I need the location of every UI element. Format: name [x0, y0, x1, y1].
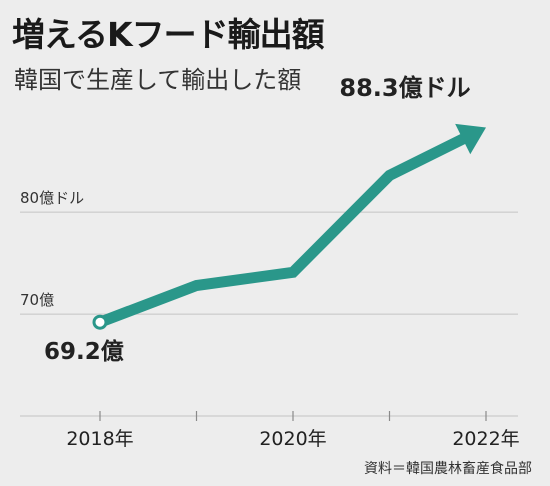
- y-tick-label-70: 70億: [20, 291, 54, 309]
- data-label-end: 88.3億ドル: [339, 74, 470, 102]
- source-note: 資料＝韓国農林畜産食品部: [364, 461, 532, 477]
- chart-title: 増えるKフード輸出額: [12, 15, 325, 54]
- x-tick-label-2022: 2022年: [452, 428, 519, 450]
- chart-subtitle: 韓国で生産して輸出した額: [14, 66, 302, 94]
- data-label-start: 69.2億: [44, 338, 124, 365]
- data-point-2018: [92, 314, 108, 330]
- x-tick-label-2018: 2018年: [66, 428, 133, 450]
- series-arrowhead: [455, 123, 486, 155]
- y-tick-label-80: 80億ドル: [20, 189, 84, 207]
- x-tick-label-2020: 2020年: [259, 428, 326, 450]
- series-line: [98, 133, 467, 328]
